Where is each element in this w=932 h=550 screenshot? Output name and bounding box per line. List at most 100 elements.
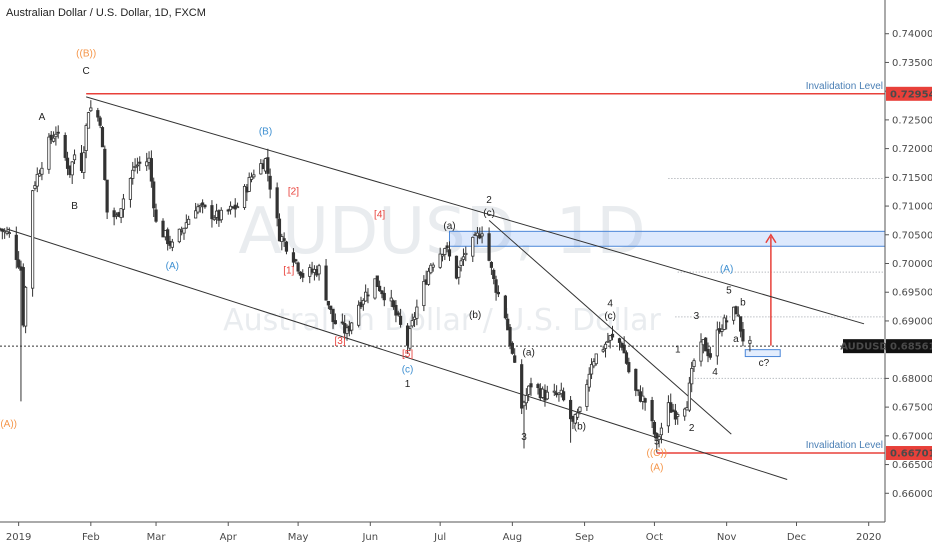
candle-body [277, 218, 282, 242]
candle-body [461, 256, 466, 260]
candle-body [37, 173, 42, 177]
wave-label: 4 [607, 299, 613, 310]
candle-body [24, 286, 28, 327]
candle-body [0, 228, 4, 232]
invalidation-price-label: 0.72954 [890, 89, 932, 100]
candle-body [333, 320, 337, 325]
candle-body [627, 362, 631, 373]
wave-label: 4 [712, 367, 718, 378]
candle-body [119, 208, 123, 218]
candle-body [508, 326, 512, 346]
candle-body [182, 227, 186, 234]
candle-body [235, 206, 240, 209]
candle-body [252, 174, 256, 178]
candle-body [194, 210, 198, 219]
candle-body [503, 295, 507, 319]
candle-body [389, 297, 393, 302]
candle-body [366, 294, 370, 297]
x-tick-label: Mar [147, 532, 167, 543]
candle-body [410, 320, 414, 327]
candle-body [359, 302, 363, 308]
candle-body [149, 158, 153, 182]
invalidation-price-label: 0.66701 [890, 449, 932, 460]
y-tick-label: 0.67500 [892, 403, 932, 414]
trendlines-layer [6, 96, 865, 480]
candle-body [361, 300, 365, 305]
candle-body [128, 178, 133, 200]
candle-body [422, 281, 426, 307]
wave-label: 5 [654, 436, 660, 447]
candle-body [135, 164, 140, 167]
candle-body [741, 329, 745, 342]
candle-body [650, 399, 654, 422]
x-tick-label: Apr [220, 532, 238, 543]
candle-body [49, 134, 53, 141]
candle-body [506, 318, 510, 331]
wave-label: 2 [486, 195, 492, 206]
candle-body [47, 136, 51, 170]
candle-body [622, 344, 626, 354]
x-tick-label: Aug [503, 532, 523, 543]
candle-body [683, 408, 687, 417]
candle-body [669, 402, 673, 413]
candle-body [690, 368, 694, 385]
candle-body [317, 265, 321, 275]
wave-label: C [83, 66, 90, 77]
candle-body [739, 316, 743, 332]
candle-body [154, 209, 158, 222]
x-tick-label: May [288, 532, 309, 543]
candle-body [610, 333, 615, 338]
candle-body [357, 304, 361, 326]
wave-label: 1 [675, 345, 681, 356]
candle-body [722, 317, 726, 330]
candle-body [524, 395, 528, 404]
candle-body [375, 275, 379, 288]
candle-body [415, 306, 419, 319]
wave-label: (b) [469, 310, 481, 321]
candle-body [464, 252, 468, 256]
invalidation-price-tag [886, 446, 932, 461]
wave-label: c? [759, 358, 770, 369]
candle-body [196, 206, 200, 213]
candle-body [568, 399, 573, 420]
candle-body [72, 154, 77, 161]
wave-label: [3] [334, 336, 345, 347]
candle-body [96, 110, 100, 118]
candle-body [14, 234, 18, 260]
candle-body [578, 406, 582, 412]
candle-body [350, 322, 354, 331]
candle-body [426, 270, 431, 285]
candle-body [296, 262, 300, 272]
candle-body [603, 343, 608, 349]
wave-label: ((A)) [0, 419, 17, 430]
candle-body [131, 169, 135, 179]
candle-body [715, 329, 719, 357]
wave-label: ((B)) [76, 49, 96, 60]
candle-body [51, 137, 56, 142]
candle-body [266, 157, 270, 174]
invalidation-label: Invalidation Level [806, 440, 883, 451]
wave-label: 3 [694, 311, 700, 322]
candle-body [161, 220, 165, 238]
candle-body [378, 285, 382, 292]
y-tick-label: 0.70500 [892, 230, 932, 241]
candle-body [282, 238, 286, 241]
wave-label: A [39, 112, 46, 123]
candle-body [606, 340, 610, 343]
candle-body [177, 228, 181, 243]
candle-body [382, 292, 386, 301]
y-tick-label: 0.70000 [892, 259, 932, 270]
candle-body [398, 315, 403, 325]
y-tick-label: 0.72000 [892, 144, 932, 155]
symbol-tag [843, 339, 884, 354]
wave-label: ((C)) [646, 448, 667, 459]
wave-label: (a) [523, 347, 535, 358]
candle-body [291, 252, 296, 263]
target-zone [448, 230, 886, 247]
current-price-label: 0.68561 [890, 342, 932, 353]
candle-body [496, 291, 500, 295]
candles-layer [0, 100, 752, 453]
candle-body [138, 161, 142, 164]
levels-layer: Invalidation Level Invalidation Level [0, 81, 885, 454]
